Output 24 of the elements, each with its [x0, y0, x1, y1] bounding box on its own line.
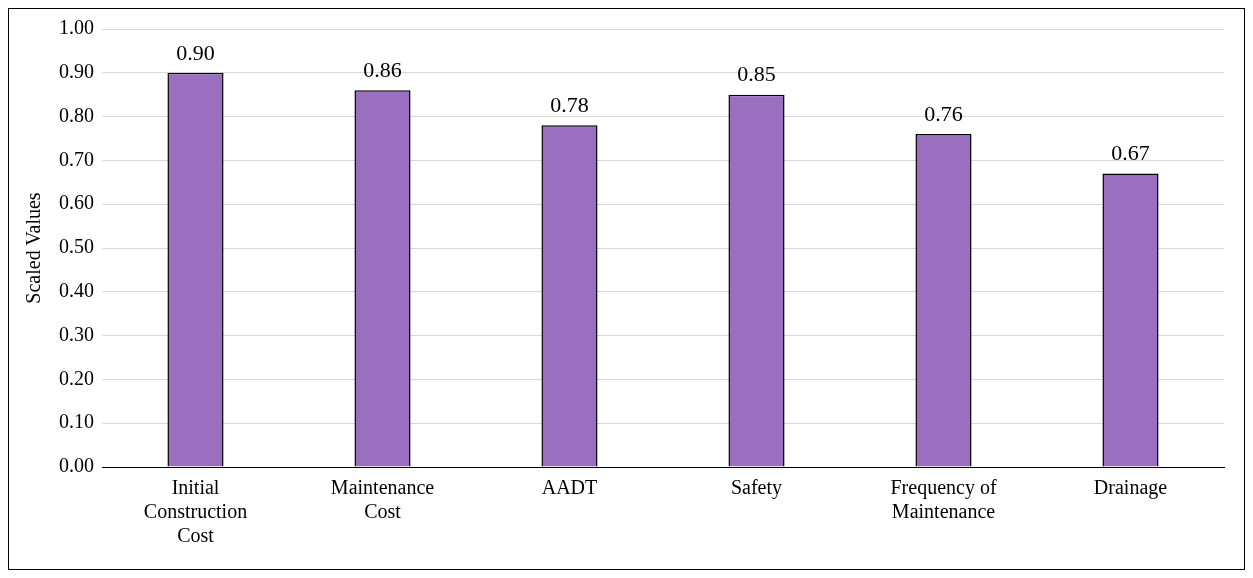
data-label: 0.86	[363, 57, 402, 83]
x-tick-label: AADT	[541, 476, 598, 499]
y-tick-label: 0.40	[59, 279, 94, 302]
x-tick-label: Maintenance Cost	[330, 476, 435, 523]
y-tick-label: 0.30	[59, 322, 94, 345]
y-axis-title: Scaled Values	[22, 192, 45, 304]
y-tick-label: 0.50	[59, 235, 94, 258]
data-label: 0.67	[1111, 140, 1150, 166]
x-tick-label: Frequency of Maintenance	[890, 476, 997, 523]
data-label: 0.78	[550, 92, 589, 118]
y-tick-label: 0.90	[59, 60, 94, 83]
x-tick-label: Safety	[730, 476, 783, 500]
x-tick-label: Initial Construction Cost	[143, 476, 248, 547]
data-label: 0.85	[737, 61, 776, 87]
y-tick-label: 0.10	[59, 410, 94, 433]
y-tick-label: 0.00	[59, 454, 94, 477]
data-label: 0.76	[924, 100, 963, 126]
y-tick-label: 1.00	[59, 16, 94, 39]
x-tick-label: Drainage	[1093, 476, 1168, 500]
y-tick-label: 0.80	[59, 103, 94, 126]
y-tick-label: 0.20	[59, 366, 94, 389]
y-tick-label: 0.70	[59, 147, 94, 170]
y-tick-label: 0.60	[59, 191, 94, 214]
data-label: 0.90	[176, 39, 215, 65]
